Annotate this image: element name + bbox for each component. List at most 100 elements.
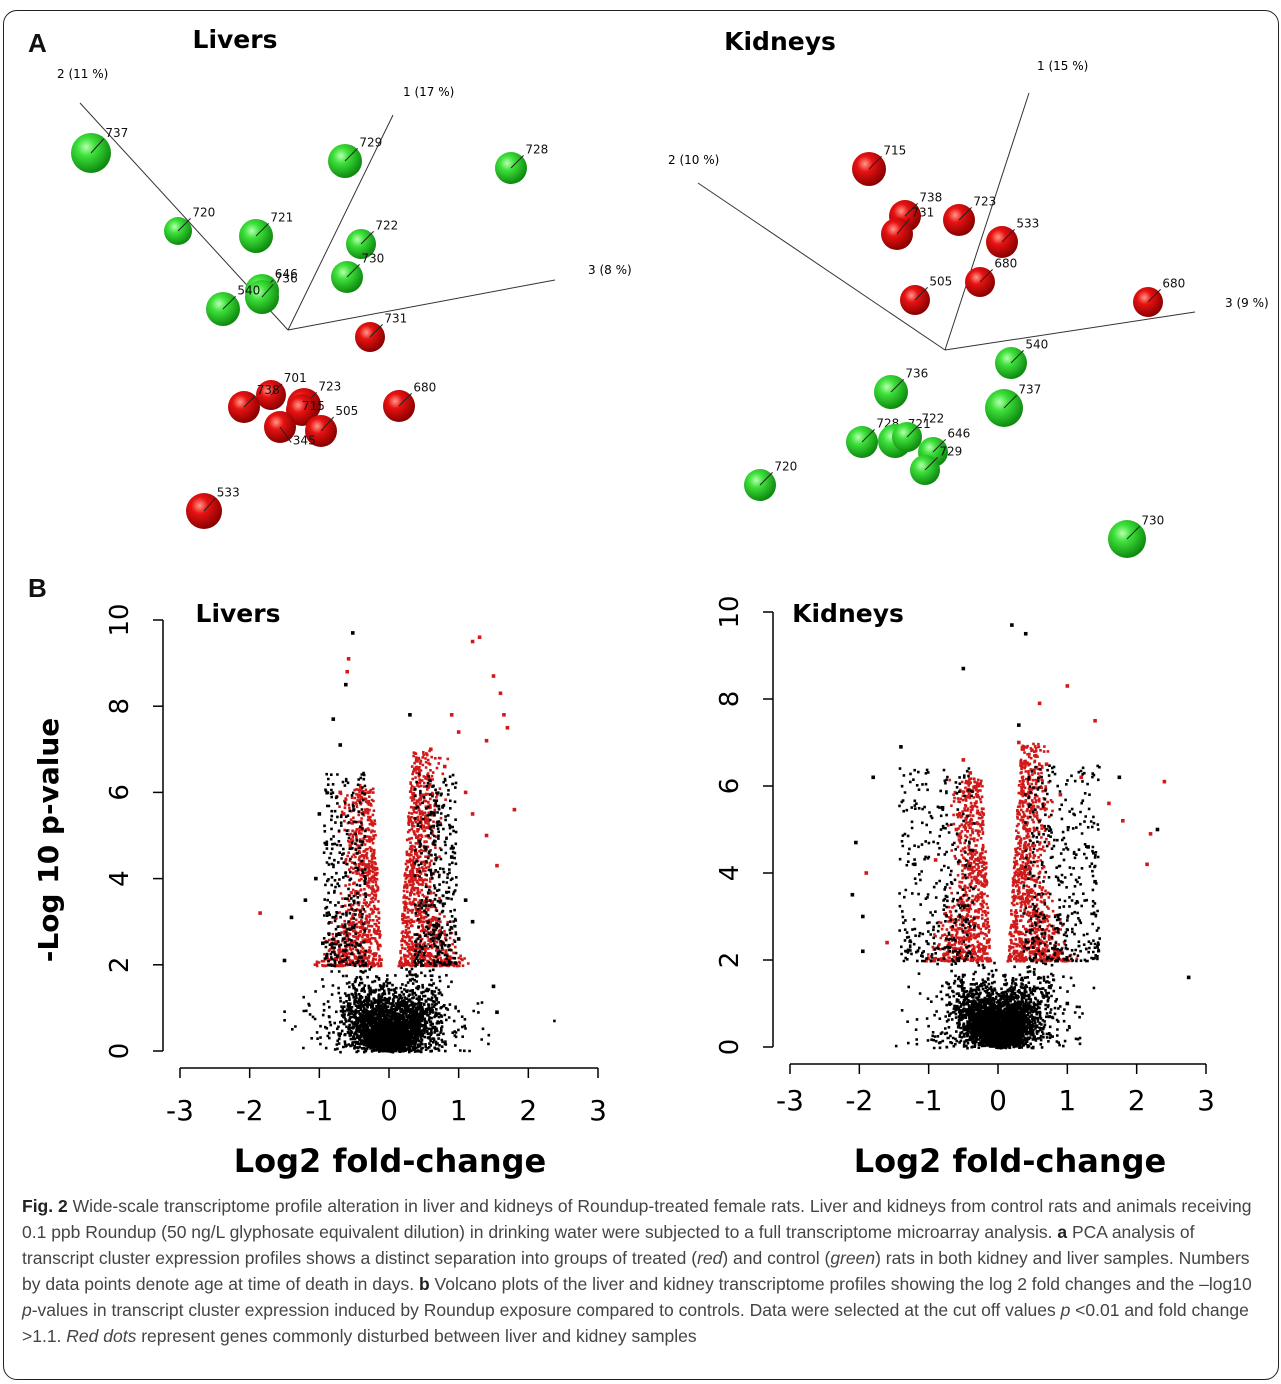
pca-point-label: 737 xyxy=(105,126,128,140)
volcano-point xyxy=(854,840,858,845)
volcano-point xyxy=(961,758,966,762)
volcano-point xyxy=(477,635,482,640)
caption-fig-label: Fig. 2 xyxy=(22,1196,68,1216)
pca-point-leader xyxy=(932,439,946,453)
x-tick-label: 2 xyxy=(1128,1084,1146,1117)
pca-point-leader xyxy=(90,138,104,154)
pca-kidneys-axis1 xyxy=(944,92,1030,351)
pca-point-label: 738 xyxy=(257,383,280,397)
caption-red-dots: Red dots xyxy=(66,1326,137,1346)
pca-point-label: 736 xyxy=(275,272,298,286)
pca-livers-axis1 xyxy=(287,114,394,331)
pca-point-leader xyxy=(979,269,993,283)
volcano-kidneys-title: Kidneys xyxy=(792,599,904,628)
caption-text-2: PCA analysis of transcript cluster expre… xyxy=(22,1222,1195,1268)
volcano-point xyxy=(1162,779,1167,784)
x-tick-label: 1 xyxy=(1058,1084,1076,1117)
volcano-point xyxy=(954,827,959,832)
volcano-kidneys-xlabel: Log2 fold-change xyxy=(854,1142,1166,1180)
volcano-point xyxy=(961,666,966,671)
volcano-point xyxy=(1148,832,1153,836)
caption-b: b xyxy=(418,1274,430,1294)
volcano-point xyxy=(463,898,468,902)
pca-point-leader xyxy=(1147,289,1161,303)
pca-point-leader xyxy=(1010,350,1024,364)
y-tick-label: 0 xyxy=(105,1043,135,1060)
volcano-point xyxy=(350,631,355,635)
volcano-kidneys: Kidneys Log2 fold-change -3 -2 -1 0 1 2 3 0 2 4 6 8… xyxy=(715,595,1215,1180)
y-tick-label: 10 xyxy=(105,603,135,636)
pca-point-label: 736 xyxy=(905,367,928,381)
pca-point-leader xyxy=(924,457,938,471)
volcano-point xyxy=(303,898,308,902)
volcano-livers: Livers -Log 10 p-value Log2 fold-change … xyxy=(32,599,607,1180)
figure-caption: Fig. 2 Wide-scale transcriptome profile … xyxy=(22,1193,1267,1349)
volcano-point xyxy=(502,713,506,717)
pca-point-label: 646 xyxy=(947,427,970,441)
x-tick-label: -1 xyxy=(305,1094,333,1127)
volcano-point xyxy=(913,862,917,867)
volcano-point xyxy=(449,855,454,859)
volcano-point xyxy=(1145,862,1149,867)
pca-point-leader xyxy=(510,155,524,169)
caption-text-6: -values in transcript cluster expression… xyxy=(31,1300,1061,1320)
volcano-cloud-black xyxy=(283,965,556,1054)
pca-point-leader xyxy=(261,284,274,298)
volcano-cloud-black xyxy=(894,960,1096,1050)
pca-kidneys-axis3 xyxy=(944,311,1196,351)
volcano-point xyxy=(1093,718,1097,723)
caption-text-7: <0.01 and fold change >1.1. xyxy=(22,1300,1249,1346)
volcano-point xyxy=(495,863,499,868)
volcano-cloud-black-outer xyxy=(898,764,1101,963)
volcano-point xyxy=(505,725,510,730)
pca-kidneys-title: Kidneys xyxy=(724,27,836,56)
x-tick-label: -2 xyxy=(236,1094,264,1127)
x-tick-label: 1 xyxy=(450,1094,468,1127)
pca-point-leader xyxy=(270,383,283,396)
volcano-point xyxy=(1023,631,1028,636)
x-tick-label: -1 xyxy=(915,1084,943,1117)
volcano-point xyxy=(317,812,322,816)
pca-point-label: 722 xyxy=(375,219,398,233)
caption-p-2: p xyxy=(1060,1300,1071,1320)
caption-a: a xyxy=(1057,1222,1068,1242)
pca-point-label: 505 xyxy=(335,404,358,418)
volcano-point xyxy=(456,937,461,941)
volcano-point xyxy=(1017,740,1021,745)
pca-point-label: 715 xyxy=(883,144,906,158)
pca-kidneys-axis1-label: 1 (15 %) xyxy=(1037,59,1088,73)
caption-red: red xyxy=(697,1248,723,1268)
pca-point-leader xyxy=(1003,395,1017,409)
volcano-point xyxy=(470,812,475,816)
caption-text-1: Wide-scale transcriptome profile alterat… xyxy=(22,1196,1252,1242)
pca-point-label: 533 xyxy=(1016,217,1039,231)
y-tick-label: 8 xyxy=(715,691,745,708)
volcano-livers-ylabel: -Log 10 p-value xyxy=(32,718,65,963)
volcano-point xyxy=(484,738,489,743)
volcano-point xyxy=(861,914,865,919)
figure-frame xyxy=(3,10,1279,1380)
pca-point-leader xyxy=(759,472,773,486)
volcano-point xyxy=(850,892,855,897)
volcano-point xyxy=(498,691,503,696)
pca-point-leader xyxy=(320,416,334,432)
pca-point-label: 701 xyxy=(284,371,307,385)
pca-point-leader xyxy=(914,287,928,301)
pca-point-label: 730 xyxy=(1141,514,1164,528)
volcano-cloud-red xyxy=(924,742,1079,963)
pca-point-leader xyxy=(279,426,292,443)
pca-point-leader xyxy=(222,296,236,310)
pca-point-label: 721 xyxy=(270,211,293,225)
volcano-point xyxy=(289,915,294,920)
volcano-point xyxy=(1086,845,1090,849)
pca-point-label: 731 xyxy=(384,312,407,326)
volcano-point xyxy=(864,871,869,875)
pca-point-label: 729 xyxy=(939,445,962,459)
pca-point-leader xyxy=(1001,229,1015,243)
volcano-point xyxy=(1079,775,1083,780)
pca-livers-axis3-label: 3 (8 %) xyxy=(588,263,632,277)
y-tick-label: 6 xyxy=(715,778,745,795)
volcano-point xyxy=(871,775,875,780)
panel-a-letter: A xyxy=(28,28,47,58)
